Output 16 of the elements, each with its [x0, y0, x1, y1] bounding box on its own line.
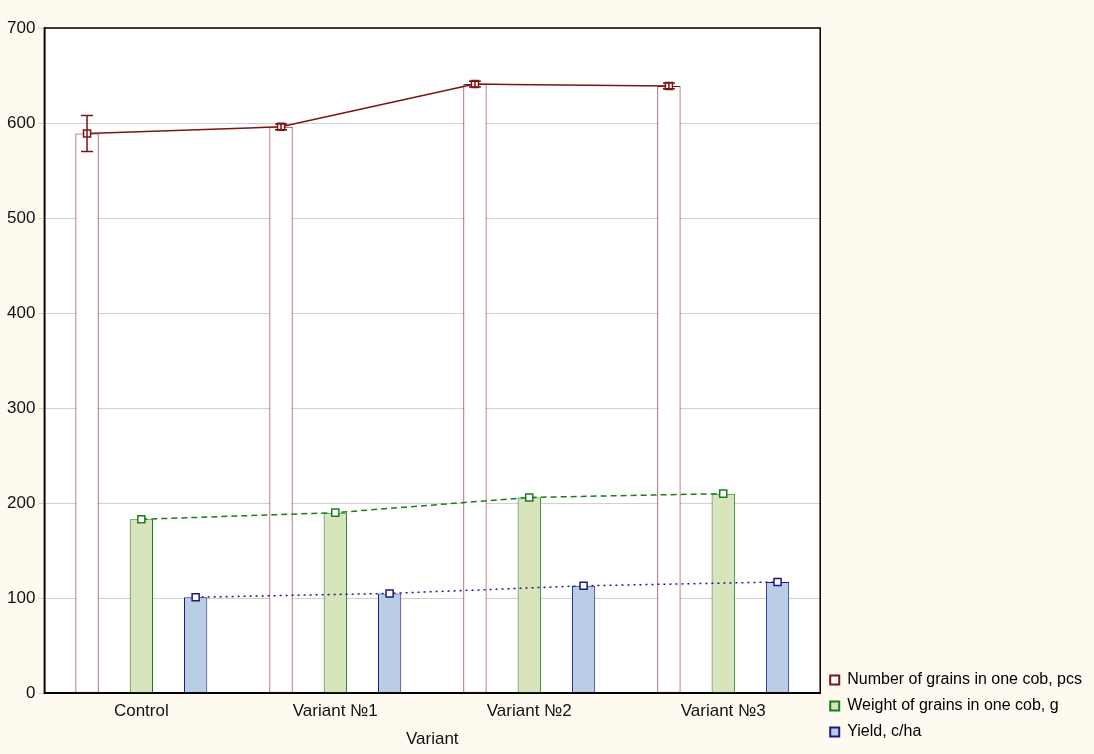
y-tick-label: 0: [25, 682, 36, 702]
text: Number of grains in one cob, pcs: [847, 670, 1083, 688]
legend-label: Weight of grains in one cob, g: [847, 696, 1059, 714]
x-axis-title: Variant: [405, 729, 459, 749]
y-tick-label: 700: [6, 17, 36, 37]
y-tick-label: 400: [6, 302, 36, 322]
y-tick-label: 300: [6, 397, 36, 417]
y-tick-label: 600: [6, 112, 36, 132]
y-tick-label: 500: [6, 207, 36, 227]
x-tick-label: Variant №2: [486, 701, 572, 721]
y-tick-label: 100: [6, 587, 36, 607]
x-tick-label: Variant №3: [680, 701, 766, 721]
legend-label: Yield, c/ha: [847, 722, 922, 740]
y-tick-label: 200: [6, 492, 36, 512]
x-tick-label: Control: [113, 701, 169, 721]
x-tick-label: Variant №1: [292, 701, 378, 721]
